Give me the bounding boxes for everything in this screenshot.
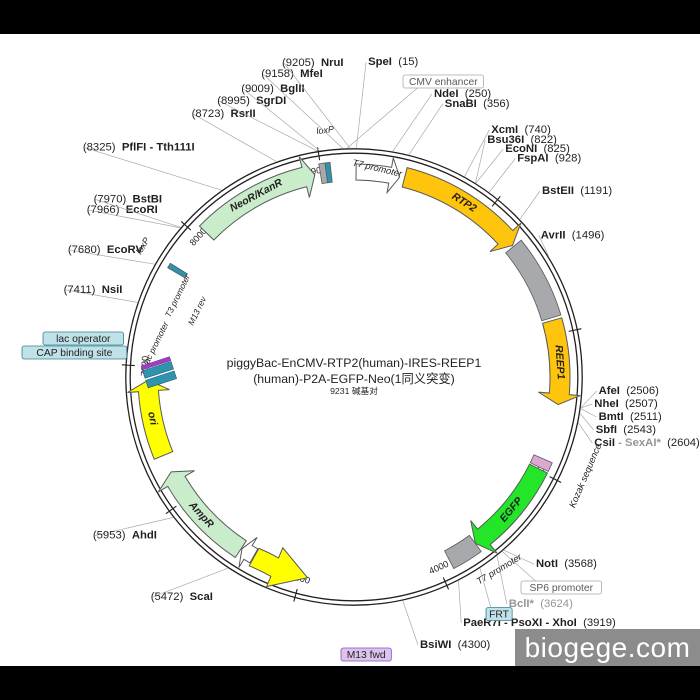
svg-text:lac operator: lac operator (56, 334, 111, 345)
svg-text:FspAI (928): FspAI (928) (517, 153, 581, 165)
svg-text:piggyBac-EnCMV-RTP2(human)-IRE: piggyBac-EnCMV-RTP2(human)-IRES-REEP1 (227, 356, 482, 370)
svg-text:M13 fwd: M13 fwd (347, 650, 386, 661)
svg-text:(9205) NruI: (9205) NruI (282, 57, 344, 69)
svg-text:(8723) RsrII: (8723) RsrII (192, 108, 256, 120)
svg-text:(9158) MfeI: (9158) MfeI (261, 68, 323, 80)
svg-text:BclI* (3624): BclI* (3624) (509, 598, 573, 610)
svg-text:REEP1: REEP1 (552, 345, 566, 380)
svg-text:SnaBI (356): SnaBI (356) (445, 98, 510, 110)
svg-text:SP6 promoter: SP6 promoter (530, 583, 594, 594)
svg-text:T7 promoter: T7 promoter (475, 551, 524, 586)
svg-text:M13 rev: M13 rev (186, 294, 209, 327)
svg-text:(8995) SgrDI: (8995) SgrDI (217, 95, 286, 107)
svg-text:Kozak sequence: Kozak sequence (567, 442, 603, 509)
svg-text:SpeI (15): SpeI (15) (368, 56, 418, 68)
svg-text:BmtI (2511): BmtI (2511) (599, 411, 662, 423)
svg-text:FRT: FRT (489, 609, 510, 620)
svg-text:T3 promoter: T3 promoter (163, 272, 193, 319)
svg-text:9231 碱基对: 9231 碱基对 (330, 385, 378, 396)
svg-text:CMV enhancer: CMV enhancer (409, 77, 478, 88)
svg-text:(human)-P2A-EGFP-Neo(1同义突变): (human)-P2A-EGFP-Neo(1同义突变) (253, 371, 455, 386)
svg-text:BsiWI (4300): BsiWI (4300) (420, 639, 491, 651)
svg-text:(7966) EcoRI: (7966) EcoRI (87, 204, 158, 216)
svg-text:NotI (3568): NotI (3568) (536, 558, 597, 570)
svg-text:AfeI (2506): AfeI (2506) (599, 385, 660, 397)
svg-text:SbfI (2543): SbfI (2543) (596, 424, 657, 436)
svg-text:NheI (2507): NheI (2507) (594, 398, 658, 410)
svg-text:(7970) BstBI: (7970) BstBI (94, 194, 162, 206)
svg-text:AvrII (1496): AvrII (1496) (541, 229, 605, 241)
svg-text:(5472) ScaI: (5472) ScaI (151, 591, 213, 603)
svg-text:CAP binding site: CAP binding site (36, 348, 112, 359)
svg-text:BstEII (1191): BstEII (1191) (542, 185, 612, 197)
svg-text:CsiI - SexAI* (2604): CsiI - SexAI* (2604) (594, 437, 700, 449)
svg-text:(8325) PflFI - Tth111I: (8325) PflFI - Tth111I (83, 142, 195, 154)
svg-text:4000: 4000 (427, 559, 450, 576)
svg-text:(7680) EcoRV: (7680) EcoRV (68, 244, 144, 256)
svg-text:(7411) NsiI: (7411) NsiI (64, 284, 123, 296)
svg-text:(5953) AhdI: (5953) AhdI (93, 530, 157, 542)
svg-text:(9009) BglII: (9009) BglII (241, 83, 304, 95)
